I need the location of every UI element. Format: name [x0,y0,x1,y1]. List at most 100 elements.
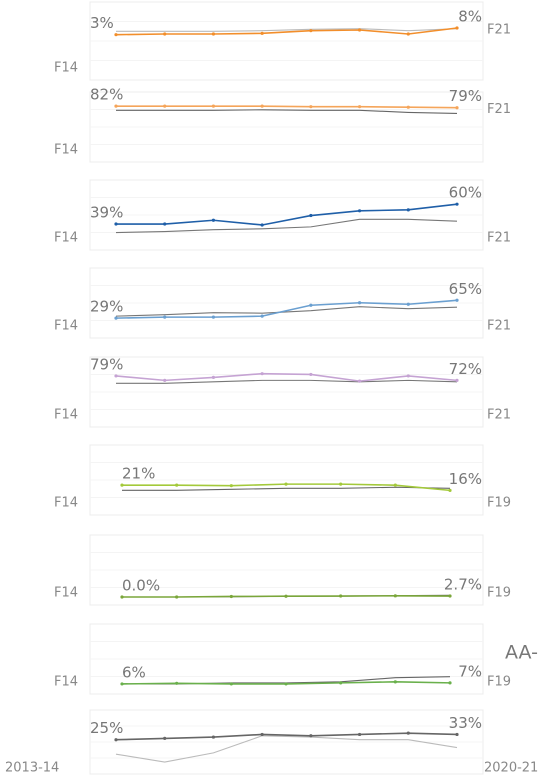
point [229,594,233,599]
point [309,213,313,218]
point [260,223,264,227]
right-label: 2020-21 [484,761,538,776]
point [309,734,313,738]
left-label: F14 [54,586,78,601]
end-label: 65% [449,280,482,298]
start-label: 39% [90,204,123,222]
right-label: F21 [487,231,511,246]
right-label: F19 [487,675,511,690]
start-label: 29% [90,298,123,316]
series-line [116,28,458,32]
left-label: F14 [54,143,78,158]
point [114,104,118,108]
side-text: AA- [505,642,538,664]
end-label: 7% [458,662,482,680]
point [357,301,362,305]
point [229,484,233,488]
point [211,104,216,108]
series-line [115,218,458,234]
point [163,222,167,226]
point [455,106,459,110]
series-line [115,27,458,36]
point [393,483,397,487]
point [114,374,118,378]
point [406,731,410,735]
left-label: F14 [54,231,78,246]
point [448,594,452,598]
point [163,104,167,108]
point [260,372,264,376]
right-label: F21 [487,319,511,334]
point [309,29,313,33]
point [175,483,179,487]
point [406,105,410,109]
start-label: 21% [122,465,155,483]
point [455,732,459,737]
start-label: 82% [90,86,123,104]
point [175,681,179,685]
point [114,316,118,320]
point [406,374,410,378]
point [175,595,179,599]
point [284,682,288,686]
point [163,32,167,36]
series-line [116,203,458,226]
point [406,302,410,306]
point [260,732,264,737]
point [393,594,397,598]
right-label: F21 [487,102,511,117]
series-line [115,306,458,317]
point [339,482,343,486]
right-label: F21 [487,23,511,38]
point [309,372,313,377]
point [357,732,362,737]
point [455,26,459,30]
end-label: 16% [449,470,482,488]
point [455,378,459,382]
point [211,735,216,739]
point [309,105,313,109]
series-line [122,486,451,491]
end-label: 33% [449,714,482,732]
left-label: F14 [54,408,78,423]
point [211,218,216,222]
series-line [115,735,458,763]
start-label: 0.0% [122,577,160,595]
point [406,32,410,36]
start-label: 3% [90,14,114,32]
point [284,482,288,486]
point [357,28,362,32]
left-label: 2013-14 [5,761,59,776]
series-line [116,109,458,114]
point [163,378,167,382]
point [120,483,124,487]
point [448,488,452,492]
left-label: F14 [54,496,78,511]
end-label: 2.7% [444,576,482,594]
point [229,682,233,686]
point [114,738,118,742]
end-label: 8% [458,8,482,26]
point [114,33,118,37]
series-line [115,372,458,382]
point [393,680,397,684]
point [339,594,343,598]
point [448,681,452,685]
point [163,315,167,319]
point [114,222,118,226]
end-label: 79% [449,87,482,105]
point [357,209,362,213]
left-label: F14 [54,319,78,334]
point [309,303,313,307]
point [284,594,288,598]
start-label: 79% [90,355,123,373]
point [455,202,459,206]
point [163,736,167,741]
point [260,31,264,35]
start-label: 6% [122,663,146,681]
end-label: 72% [449,360,482,378]
point [211,32,216,36]
end-label: 60% [449,184,482,202]
point [120,682,124,686]
